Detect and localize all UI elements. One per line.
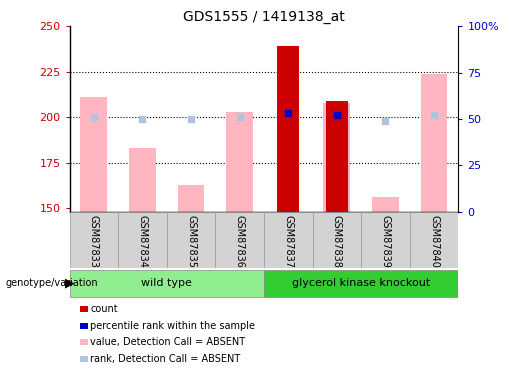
Bar bbox=[326, 101, 348, 212]
Text: GSM87838: GSM87838 bbox=[332, 214, 342, 268]
Text: wild type: wild type bbox=[141, 278, 192, 288]
Bar bbox=[118, 212, 167, 268]
Text: value, Detection Call = ABSENT: value, Detection Call = ABSENT bbox=[90, 338, 245, 347]
Bar bbox=[410, 212, 458, 268]
Bar bbox=[178, 184, 204, 212]
Text: glycerol kinase knockout: glycerol kinase knockout bbox=[292, 278, 430, 288]
Bar bbox=[70, 270, 264, 297]
Text: GSM87833: GSM87833 bbox=[89, 214, 99, 268]
Bar bbox=[421, 74, 448, 212]
Bar bbox=[264, 270, 458, 297]
Text: ▶: ▶ bbox=[65, 277, 75, 290]
Bar bbox=[264, 212, 313, 268]
Bar bbox=[361, 212, 410, 268]
Text: count: count bbox=[90, 304, 117, 314]
Bar bbox=[70, 212, 118, 268]
Bar bbox=[215, 212, 264, 268]
Text: rank, Detection Call = ABSENT: rank, Detection Call = ABSENT bbox=[90, 354, 241, 364]
Bar bbox=[129, 148, 156, 212]
Text: GSM87834: GSM87834 bbox=[138, 214, 147, 268]
Bar bbox=[277, 46, 299, 212]
Text: GSM87836: GSM87836 bbox=[235, 214, 245, 268]
Text: genotype/variation: genotype/variation bbox=[5, 278, 98, 288]
Bar bbox=[80, 97, 107, 212]
Text: percentile rank within the sample: percentile rank within the sample bbox=[90, 321, 255, 331]
Text: GSM87839: GSM87839 bbox=[381, 214, 390, 268]
Title: GDS1555 / 1419138_at: GDS1555 / 1419138_at bbox=[183, 10, 345, 24]
Text: GSM87835: GSM87835 bbox=[186, 214, 196, 268]
Text: GSM87837: GSM87837 bbox=[283, 214, 293, 268]
Bar bbox=[323, 103, 350, 212]
Bar bbox=[167, 212, 215, 268]
Bar bbox=[372, 197, 399, 212]
Bar bbox=[313, 212, 361, 268]
Text: GSM87840: GSM87840 bbox=[429, 214, 439, 268]
Bar bbox=[226, 112, 253, 212]
